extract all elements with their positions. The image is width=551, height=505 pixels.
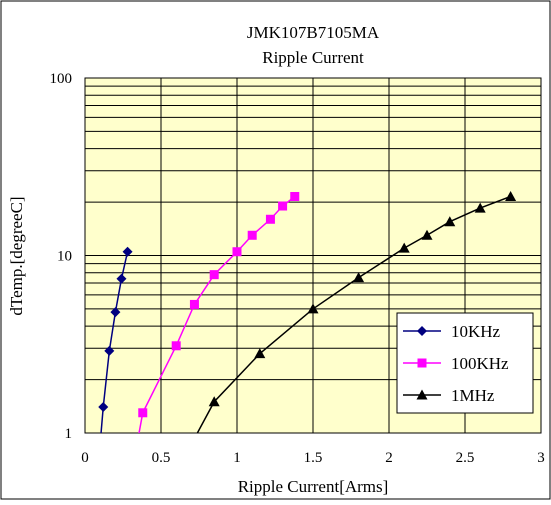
tick-labels: 0 0.5 1 1.5 2 2.5 3 1 10 100 [50, 71, 545, 466]
x-tick-label: 0.5 [152, 450, 171, 466]
x-tick-label: 1.5 [304, 450, 323, 466]
data-point-1mhz [398, 242, 410, 253]
x-tick-label: 2 [385, 450, 393, 466]
y-tick-label: 100 [50, 71, 73, 87]
x-tick-label: 3 [537, 450, 545, 466]
data-point-10khz [98, 402, 109, 413]
plot-frame [84, 77, 542, 434]
data-point-1mhz [474, 202, 486, 213]
data-point-1mhz [421, 229, 433, 240]
data-point-1mhz [505, 190, 517, 201]
series-1mhz [196, 190, 517, 433]
legend-label-1mhz: 1MHz [451, 386, 495, 405]
data-point-10khz [122, 246, 133, 257]
series-layer [98, 190, 517, 433]
x-tick-label: 0 [81, 450, 89, 466]
data-point-10khz [110, 307, 121, 318]
data-point-100khz [290, 191, 300, 201]
data-point-1mhz [444, 216, 456, 227]
data-point-100khz [189, 299, 199, 309]
series-line-1mhz [196, 195, 511, 433]
data-point-1mhz [353, 272, 365, 283]
x-tick-label: 2.5 [456, 450, 475, 466]
data-point-10khz [104, 345, 115, 356]
data-point-100khz [171, 341, 181, 351]
legend-label-10khz: 10KHz [451, 322, 501, 341]
data-point-100khz [138, 408, 148, 418]
legend-label-100khz: 100KHz [451, 354, 509, 373]
data-point-100khz [209, 270, 219, 280]
y-tick-label: 1 [65, 426, 73, 442]
chart-subtitle: Ripple Current [262, 48, 364, 67]
chart-title: JMK107B7105MA [247, 23, 380, 42]
series-10khz [98, 246, 133, 433]
legend-marker-100khz [417, 358, 427, 368]
y-axis-label: dTemp.[degreeC] [7, 196, 26, 315]
legend: 10KHz 100KHz 1MHz [396, 312, 534, 414]
series-100khz [138, 191, 300, 433]
data-point-100khz [278, 201, 288, 211]
data-point-1mhz [208, 396, 220, 407]
series-line-100khz [138, 195, 296, 433]
data-point-100khz [265, 214, 275, 224]
data-point-10khz [116, 273, 127, 284]
x-tick-label: 1 [233, 450, 241, 466]
legend-marker-10khz [417, 326, 427, 336]
y-tick-label: 10 [57, 249, 72, 265]
x-axis-label: Ripple Current[Arms] [238, 477, 389, 496]
data-point-1mhz [254, 348, 266, 359]
data-point-100khz [232, 247, 242, 257]
legend-marker-1mhz [416, 389, 428, 400]
data-point-1mhz [307, 303, 319, 314]
data-point-100khz [247, 230, 257, 240]
series-line-10khz [100, 251, 129, 433]
